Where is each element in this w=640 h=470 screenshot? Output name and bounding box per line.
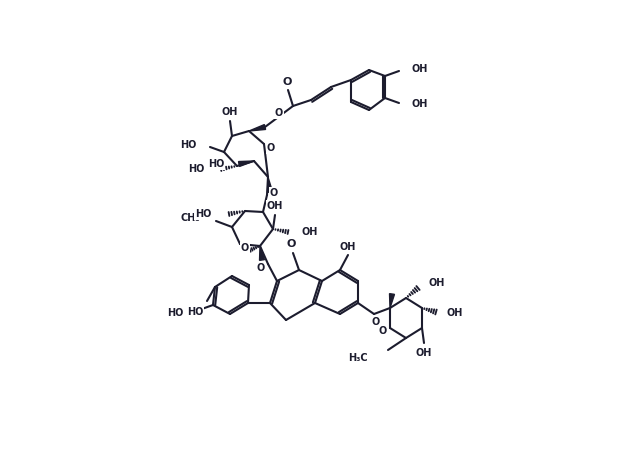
Text: HO: HO [166, 308, 183, 318]
Text: OH: OH [428, 278, 444, 288]
Text: O: O [270, 188, 278, 198]
Text: OH: OH [446, 308, 462, 318]
Text: OH: OH [411, 64, 428, 74]
Text: H₃C: H₃C [348, 353, 368, 363]
Text: OH: OH [416, 348, 432, 358]
Text: OH: OH [267, 201, 283, 211]
Polygon shape [260, 246, 264, 260]
Text: HO: HO [207, 159, 224, 169]
Text: CH₃: CH₃ [180, 213, 200, 223]
Polygon shape [239, 161, 254, 166]
Text: OH: OH [340, 242, 356, 252]
Text: HO: HO [187, 307, 203, 317]
Text: O: O [379, 326, 387, 336]
Text: O: O [275, 108, 283, 118]
Text: O: O [372, 317, 380, 327]
Polygon shape [249, 125, 266, 131]
Polygon shape [390, 294, 394, 308]
Text: HO: HO [180, 140, 196, 150]
Text: O: O [257, 263, 265, 273]
Text: O: O [267, 143, 275, 153]
Text: HO: HO [188, 164, 204, 174]
Text: O: O [282, 77, 292, 87]
Text: OH: OH [411, 99, 428, 109]
Text: HO: HO [195, 209, 211, 219]
Text: O: O [286, 239, 296, 249]
Text: OH: OH [222, 107, 238, 117]
Text: OH: OH [301, 227, 317, 237]
Polygon shape [268, 177, 273, 192]
Text: O: O [241, 243, 249, 253]
